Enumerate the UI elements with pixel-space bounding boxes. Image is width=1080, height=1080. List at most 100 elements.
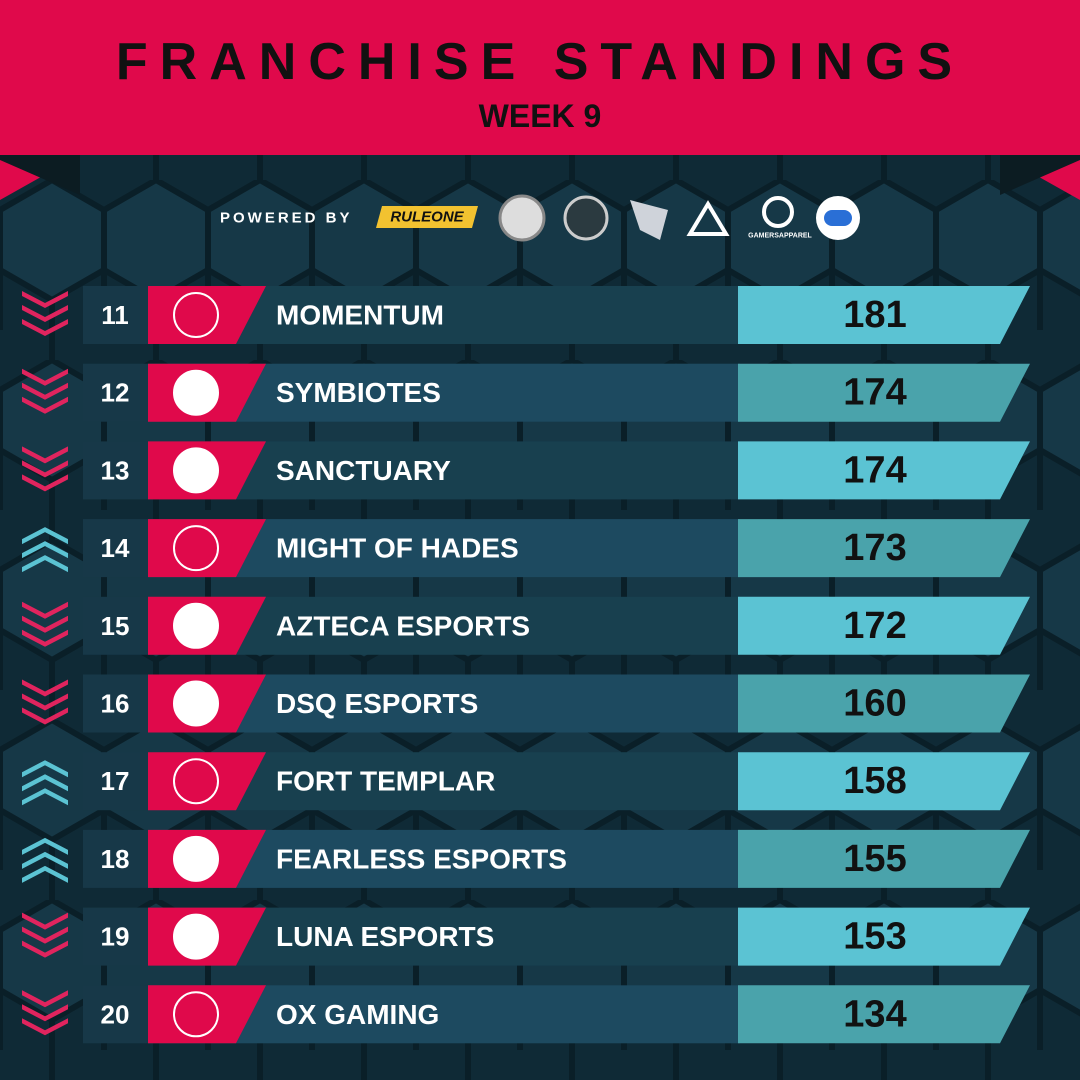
team-name: FORT TEMPLAR (276, 766, 495, 797)
sponsor-logo (762, 196, 794, 228)
rank: 20 (101, 999, 130, 1029)
trend-arrow (22, 291, 68, 308)
rank-cell (83, 363, 153, 422)
rank-cell (83, 752, 153, 811)
trend-arrow (22, 527, 68, 545)
team-logo (173, 292, 219, 338)
team-name: SANCTUARY (276, 455, 451, 486)
team-name: FEARLESS ESPORTS (276, 843, 567, 874)
trend-arrow (22, 707, 68, 725)
trend-arrow (22, 837, 68, 855)
sponsor-logo (498, 194, 546, 242)
trend-arrow (22, 601, 68, 619)
rank-cell (83, 519, 153, 578)
team-logo (173, 525, 219, 572)
sponsor-label: POWERED BY (220, 210, 353, 227)
points: 155 (843, 838, 906, 880)
title: FRANCHISE STANDINGS (116, 33, 964, 91)
team-logo (173, 835, 219, 882)
team-logo (173, 602, 219, 649)
sponsor-brand: GAMERSAPPAREL (748, 233, 812, 240)
sponsor-brand: RULEONE (390, 209, 464, 226)
points: 153 (843, 916, 906, 958)
standings-table: 11 MOMENTUM 181 12 SYMBIOTES 174 13 SANCTUARY 17… (22, 286, 1030, 1044)
trend-arrow (22, 555, 68, 573)
points-cell (738, 674, 1030, 733)
rank: 13 (101, 455, 130, 485)
trend-arrow (22, 460, 68, 478)
header-corner (0, 155, 80, 195)
trend-arrow (22, 788, 68, 806)
team-logo (173, 913, 219, 960)
team-logo (173, 680, 219, 727)
points-cell (738, 441, 1030, 500)
sponsor-logo (630, 200, 668, 240)
rank: 18 (101, 844, 130, 874)
trend-arrow (22, 774, 68, 792)
points: 174 (843, 372, 906, 414)
rank: 19 (101, 922, 130, 952)
rank-cell (83, 985, 153, 1044)
team-logo (173, 991, 219, 1038)
header-corner (1000, 155, 1080, 195)
trend-arrow (22, 446, 68, 464)
points-cell (738, 907, 1030, 966)
trend-arrow (22, 615, 68, 633)
points-cell (738, 752, 1030, 811)
trend-arrow (22, 912, 68, 930)
trend-arrow (22, 474, 68, 492)
points-cell (738, 363, 1030, 422)
trend-arrow (22, 926, 68, 944)
points: 160 (843, 683, 906, 725)
rank: 11 (101, 300, 129, 330)
points-cell (738, 829, 1030, 888)
trend-arrow (22, 851, 68, 869)
trend-arrow (22, 760, 68, 778)
rank-cell (83, 596, 153, 655)
rank: 12 (101, 378, 130, 408)
rank: 15 (101, 611, 130, 641)
rank-cell (83, 907, 153, 966)
team-name: OX GAMING (276, 999, 439, 1030)
points-cell (738, 985, 1030, 1044)
trend-arrow (22, 382, 68, 400)
team-name: DSQ ESPORTS (276, 688, 478, 719)
sponsor-logo (563, 195, 609, 241)
trend-arrow (22, 368, 68, 386)
trend-arrow (22, 865, 68, 883)
subtitle: WEEK 9 (479, 98, 602, 134)
rank: 17 (101, 766, 130, 796)
team-logo (173, 758, 219, 805)
trend-arrow (22, 940, 68, 958)
sponsor-logo (824, 210, 852, 226)
team-name: SYMBIOTES (276, 377, 441, 408)
points-cell (738, 596, 1030, 655)
points-cell (738, 519, 1030, 578)
team-logo (173, 447, 219, 494)
points: 181 (843, 294, 906, 336)
rank-cell (83, 441, 153, 500)
trend-arrow (22, 541, 68, 559)
trend-arrow (22, 693, 68, 711)
trend-arrow (22, 679, 68, 697)
rank: 14 (101, 533, 130, 563)
points: 158 (843, 760, 906, 802)
header-band (0, 0, 1080, 200)
points: 134 (843, 993, 906, 1035)
team-name: MOMENTUM (276, 300, 444, 331)
points: 172 (843, 605, 906, 647)
points-cell (738, 286, 1030, 344)
trend-arrow (22, 305, 68, 322)
rank-cell (83, 829, 153, 888)
points: 173 (843, 527, 906, 569)
team-name: LUNA ESPORTS (276, 921, 494, 952)
rank: 16 (101, 689, 130, 719)
points: 174 (843, 449, 906, 491)
sponsor-logo (686, 200, 730, 236)
trend-arrow (22, 629, 68, 647)
rank-cell (83, 286, 153, 344)
team-logo (173, 369, 219, 416)
trend-arrow (22, 396, 68, 414)
sponsor-logo (376, 206, 478, 228)
